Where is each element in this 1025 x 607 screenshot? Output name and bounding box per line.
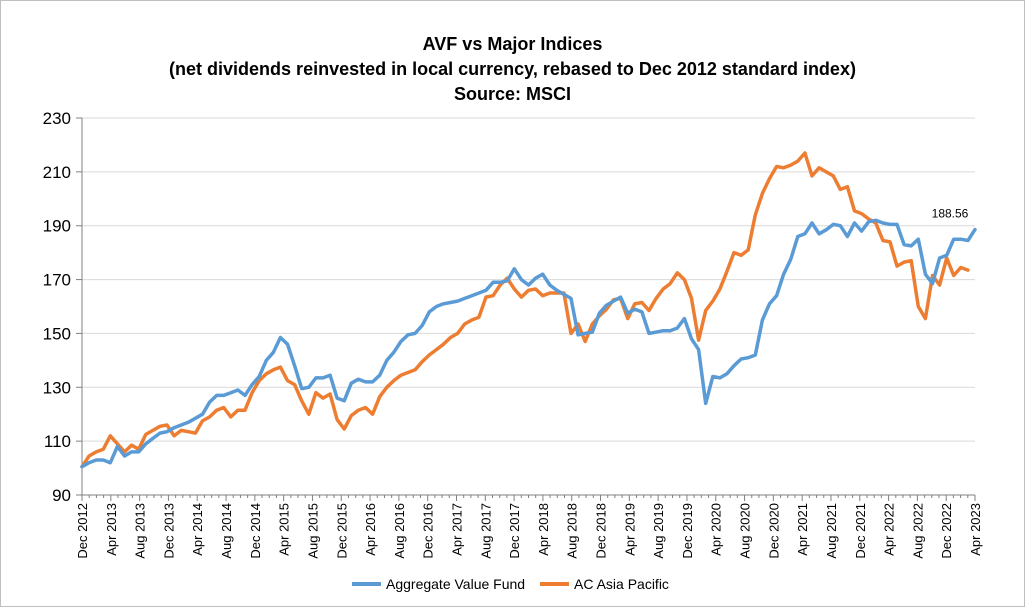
- y-tick-label-230: 230: [43, 109, 71, 128]
- chart-source: Source: MSCI: [453, 84, 572, 104]
- legend-label-ac-asia-pacific: AC Asia Pacific: [574, 576, 669, 592]
- x-tick-label: Dec 2014: [248, 503, 263, 559]
- x-tick-label: Apr 2016: [363, 503, 378, 556]
- series-line-aggregate-value-fund: [80, 218, 977, 469]
- x-tick-label: Dec 2013: [161, 503, 176, 559]
- x-tick-label: Dec 2018: [594, 503, 609, 559]
- x-tick-label: Apr 2017: [449, 503, 464, 556]
- x-tick-label: Dec 2012: [75, 503, 90, 559]
- x-tick-label: Aug 2019: [651, 503, 666, 559]
- x-tick-label: Dec 2019: [680, 503, 695, 559]
- chart-title: AVF vs Major Indices: [422, 34, 603, 54]
- x-tick-label: Dec 2015: [334, 503, 349, 559]
- x-tick-label: Aug 2018: [565, 503, 580, 559]
- series-lines: [80, 151, 977, 469]
- x-tick-label: Apr 2019: [622, 503, 637, 556]
- x-tick-label: Aug 2013: [133, 503, 148, 559]
- x-axis: Dec 2012 Apr 2013 Aug 2013 Dec 2013 Apr 2014…: [75, 494, 983, 559]
- x-tick-label: Aug 2016: [392, 503, 407, 559]
- x-tick-label: Aug 2020: [738, 503, 753, 559]
- y-tick-label-110: 110: [44, 432, 71, 451]
- x-tick-label: Apr 2015: [277, 503, 292, 556]
- x-tick-label: Aug 2015: [305, 503, 320, 559]
- x-tick-label: Apr 2023: [968, 503, 983, 556]
- chart-subtitle: (net dividends reinvested in local curre…: [169, 59, 856, 79]
- y-axis: 90 110 130 150 170 190 210 230: [43, 109, 83, 505]
- y-tick-label-150: 150: [43, 324, 71, 343]
- x-tick-label: Apr 2022: [882, 503, 897, 556]
- x-tick-label: Dec 2020: [766, 503, 781, 559]
- x-tick-label: Dec 2022: [939, 503, 954, 559]
- x-tick-label: Aug 2021: [824, 503, 839, 559]
- x-tick-label: Aug 2022: [910, 503, 925, 559]
- x-tick-label: Apr 2018: [536, 503, 551, 556]
- series-line-ac-asia-pacific: [80, 151, 970, 469]
- end-value-label: 188.56: [932, 207, 969, 221]
- x-tick-label: Apr 2020: [709, 503, 724, 556]
- x-tick-label: Aug 2017: [478, 503, 493, 559]
- x-tick-label: Dec 2016: [421, 503, 436, 559]
- y-tick-label-170: 170: [43, 271, 71, 290]
- legend: Aggregate Value Fund AC Asia Pacific: [352, 576, 669, 592]
- x-tick-label: Dec 2021: [853, 503, 868, 559]
- chart-title-block: AVF vs Major Indices (net dividends rein…: [0, 32, 1025, 107]
- annotations: 188.56: [932, 207, 969, 221]
- gridlines: [82, 117, 975, 496]
- y-tick-label-90: 90: [52, 486, 71, 505]
- x-tick-label: Apr 2021: [795, 503, 810, 556]
- x-tick-label: Aug 2014: [219, 503, 234, 559]
- legend-label-aggregate-value-fund: Aggregate Value Fund: [386, 576, 525, 592]
- y-tick-label-210: 210: [43, 163, 71, 182]
- x-tick-label: Apr 2013: [104, 503, 119, 556]
- y-tick-label-190: 190: [43, 217, 71, 236]
- x-tick-label: Dec 2017: [507, 503, 522, 559]
- y-tick-label-130: 130: [43, 378, 71, 397]
- x-tick-label: Apr 2014: [190, 503, 205, 556]
